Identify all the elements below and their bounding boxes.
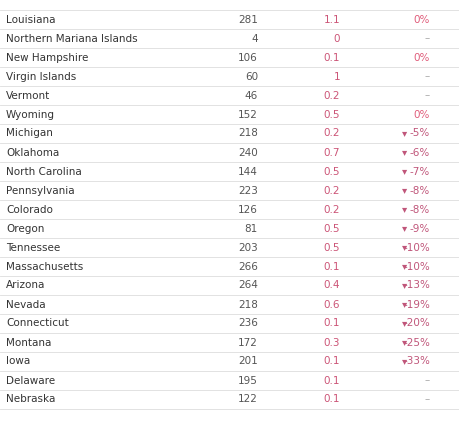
Text: 0: 0 — [333, 34, 339, 43]
Text: -8%: -8% — [409, 204, 429, 215]
Text: Montana: Montana — [6, 337, 51, 348]
Text: 0.6: 0.6 — [323, 300, 339, 309]
Text: 0.1: 0.1 — [323, 318, 339, 329]
Text: 0.5: 0.5 — [323, 224, 339, 233]
Text: 201: 201 — [238, 357, 257, 366]
Text: New Hampshire: New Hampshire — [6, 53, 88, 62]
Text: –: – — [424, 394, 429, 405]
Text: 0.1: 0.1 — [323, 357, 339, 366]
Text: ▾: ▾ — [401, 337, 406, 348]
Text: 46: 46 — [244, 91, 257, 100]
Text: 106: 106 — [238, 53, 257, 62]
Text: ▾: ▾ — [401, 318, 406, 329]
Text: Colorado: Colorado — [6, 204, 53, 215]
Text: –: – — [424, 376, 429, 385]
Text: -13%: -13% — [402, 280, 429, 291]
Text: ▾: ▾ — [401, 300, 406, 309]
Text: 0.2: 0.2 — [323, 91, 339, 100]
Text: ▾: ▾ — [401, 167, 406, 176]
Text: 0.3: 0.3 — [323, 337, 339, 348]
Text: 0.2: 0.2 — [323, 185, 339, 196]
Text: ▾: ▾ — [401, 224, 406, 233]
Text: -10%: -10% — [403, 243, 429, 252]
Text: ▾: ▾ — [401, 128, 406, 139]
Text: 172: 172 — [238, 337, 257, 348]
Text: Oregon: Oregon — [6, 224, 44, 233]
Text: Virgin Islands: Virgin Islands — [6, 71, 76, 82]
Text: 126: 126 — [238, 204, 257, 215]
Text: 236: 236 — [238, 318, 257, 329]
Text: –: – — [424, 34, 429, 43]
Text: ▾: ▾ — [401, 261, 406, 272]
Text: ▾: ▾ — [401, 243, 406, 252]
Text: 144: 144 — [238, 167, 257, 176]
Text: Delaware: Delaware — [6, 376, 55, 385]
Text: –: – — [424, 91, 429, 100]
Text: Pennsylvania: Pennsylvania — [6, 185, 74, 196]
Text: 0%: 0% — [413, 110, 429, 119]
Text: 0.5: 0.5 — [323, 110, 339, 119]
Text: 122: 122 — [238, 394, 257, 405]
Text: 1.1: 1.1 — [323, 14, 339, 25]
Text: North Carolina: North Carolina — [6, 167, 82, 176]
Text: Michigan: Michigan — [6, 128, 53, 139]
Text: -20%: -20% — [403, 318, 429, 329]
Text: Northern Mariana Islands: Northern Mariana Islands — [6, 34, 137, 43]
Text: -25%: -25% — [402, 337, 429, 348]
Text: -6%: -6% — [409, 147, 429, 158]
Text: ▾: ▾ — [401, 185, 406, 196]
Text: -7%: -7% — [409, 167, 429, 176]
Text: 152: 152 — [238, 110, 257, 119]
Text: 0.1: 0.1 — [323, 376, 339, 385]
Text: 240: 240 — [238, 147, 257, 158]
Text: 0.2: 0.2 — [323, 128, 339, 139]
Text: Connecticut: Connecticut — [6, 318, 68, 329]
Text: 266: 266 — [238, 261, 257, 272]
Text: 195: 195 — [238, 376, 257, 385]
Text: 0.7: 0.7 — [323, 147, 339, 158]
Text: 0.5: 0.5 — [323, 243, 339, 252]
Text: 0%: 0% — [413, 53, 429, 62]
Text: 203: 203 — [238, 243, 257, 252]
Text: ▾: ▾ — [401, 280, 406, 291]
Text: -5%: -5% — [409, 128, 429, 139]
Text: 0.5: 0.5 — [323, 167, 339, 176]
Text: 81: 81 — [244, 224, 257, 233]
Text: 0.2: 0.2 — [323, 204, 339, 215]
Text: -9%: -9% — [409, 224, 429, 233]
Text: 1: 1 — [333, 71, 339, 82]
Text: Nevada: Nevada — [6, 300, 45, 309]
Text: 281: 281 — [238, 14, 257, 25]
Text: 223: 223 — [238, 185, 257, 196]
Text: 264: 264 — [238, 280, 257, 291]
Text: -19%: -19% — [402, 300, 429, 309]
Text: Massachusetts: Massachusetts — [6, 261, 83, 272]
Text: Louisiana: Louisiana — [6, 14, 56, 25]
Text: ▾: ▾ — [401, 357, 406, 366]
Text: -10%: -10% — [403, 261, 429, 272]
Text: 60: 60 — [244, 71, 257, 82]
Text: 0.1: 0.1 — [323, 394, 339, 405]
Text: 0.1: 0.1 — [323, 261, 339, 272]
Text: Nebraska: Nebraska — [6, 394, 55, 405]
Text: 218: 218 — [238, 300, 257, 309]
Text: Oklahoma: Oklahoma — [6, 147, 59, 158]
Text: 4: 4 — [251, 34, 257, 43]
Text: ▾: ▾ — [401, 147, 406, 158]
Text: Wyoming: Wyoming — [6, 110, 55, 119]
Text: 0%: 0% — [413, 14, 429, 25]
Text: Arizona: Arizona — [6, 280, 45, 291]
Text: Iowa: Iowa — [6, 357, 30, 366]
Text: -8%: -8% — [409, 185, 429, 196]
Text: -33%: -33% — [402, 357, 429, 366]
Text: 0.4: 0.4 — [323, 280, 339, 291]
Text: 218: 218 — [238, 128, 257, 139]
Text: 0.1: 0.1 — [323, 53, 339, 62]
Text: –: – — [424, 71, 429, 82]
Text: Tennessee: Tennessee — [6, 243, 60, 252]
Text: ▾: ▾ — [401, 204, 406, 215]
Text: Vermont: Vermont — [6, 91, 50, 100]
